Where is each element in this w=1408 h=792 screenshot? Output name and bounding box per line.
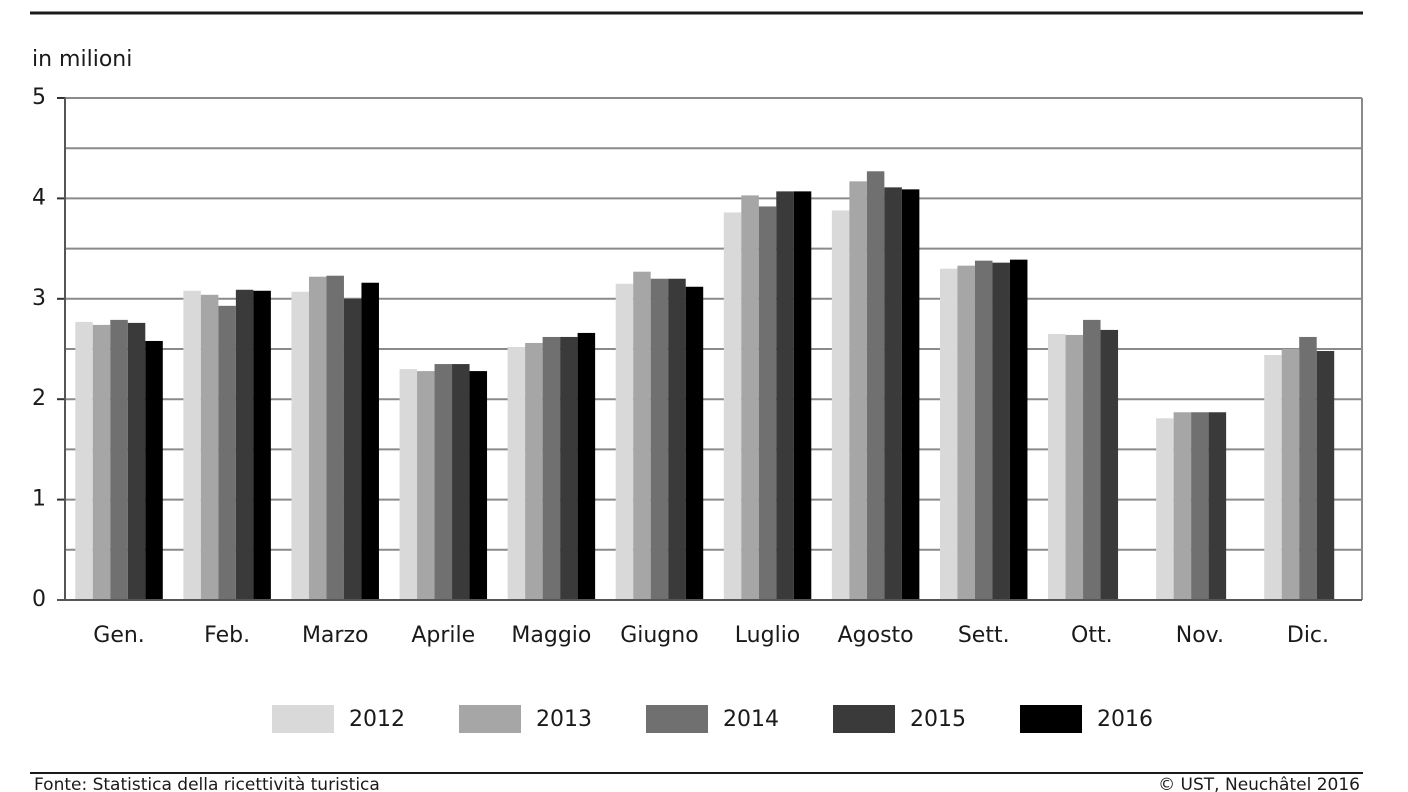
- bar: [417, 371, 435, 600]
- bar: [1208, 412, 1227, 600]
- bar: [974, 260, 993, 600]
- bar: [939, 268, 958, 600]
- bar: [525, 342, 543, 600]
- x-tick-label: Marzo: [302, 623, 369, 648]
- bar: [1281, 349, 1300, 600]
- x-tick-label: Ott.: [1071, 623, 1113, 648]
- x-tick-label: Dic.: [1287, 623, 1329, 648]
- legend-label: 2013: [536, 707, 592, 732]
- legend-swatch: [833, 705, 895, 733]
- bar: [507, 346, 526, 600]
- x-tick-label: Luglio: [735, 623, 800, 648]
- bar: [1083, 319, 1101, 600]
- bar: [866, 171, 885, 601]
- bar: [200, 294, 219, 600]
- y-tick-label: 1: [32, 487, 46, 512]
- x-tick-label: Nov.: [1176, 623, 1224, 648]
- bar: [326, 275, 344, 600]
- bar: [650, 278, 669, 600]
- bar: [92, 324, 111, 600]
- bar: [110, 319, 128, 600]
- bar: [1009, 259, 1028, 600]
- bar: [685, 286, 704, 600]
- bar: [235, 289, 254, 600]
- copyright: © UST, Neuchâtel 2016: [1158, 775, 1360, 792]
- bar: [560, 336, 578, 600]
- bar: [793, 191, 812, 600]
- bar: [452, 364, 470, 600]
- bar: [75, 321, 93, 600]
- x-tick-label: Maggio: [511, 623, 591, 648]
- bar: [1156, 418, 1174, 600]
- bar: [992, 262, 1010, 600]
- legend-label: 2016: [1097, 707, 1153, 732]
- bar: [884, 187, 902, 600]
- bar: [615, 283, 634, 600]
- y-tick-label: 2: [32, 386, 46, 411]
- bar: [308, 276, 327, 600]
- bar: [1048, 333, 1066, 600]
- y-tick-label: 5: [32, 85, 46, 110]
- bar: [831, 210, 850, 600]
- source: Fonte: Statistica della ricettività turi…: [34, 775, 380, 792]
- bar: [291, 291, 309, 600]
- bar: [253, 290, 271, 600]
- bar: [434, 364, 453, 600]
- bar: [633, 271, 651, 600]
- x-tick-label: Giugno: [620, 623, 698, 648]
- bar: [1065, 334, 1084, 600]
- legend-label: 2015: [910, 707, 966, 732]
- bar: [1191, 412, 1209, 600]
- legend-swatch: [272, 705, 334, 733]
- bar: [361, 282, 379, 600]
- legend-label: 2012: [349, 707, 405, 732]
- bar: [343, 298, 362, 600]
- y-axis-label: in milioni: [32, 47, 132, 72]
- bar: [776, 191, 794, 600]
- x-tick-label: Agosto: [838, 623, 914, 648]
- bar: [218, 305, 236, 600]
- bar: [145, 340, 163, 600]
- legend-swatch: [459, 705, 521, 733]
- x-tick-label: Gen.: [93, 623, 145, 648]
- y-tick-label: 3: [32, 286, 46, 311]
- bar: [577, 332, 596, 600]
- bar: [1100, 329, 1119, 600]
- x-tick-label: Sett.: [958, 623, 1010, 648]
- bar: [741, 195, 759, 600]
- y-tick-label: 0: [32, 587, 46, 612]
- bar: [849, 181, 867, 600]
- x-tick-label: Aprile: [411, 623, 475, 648]
- bar: [758, 206, 777, 600]
- bar: [1264, 355, 1282, 600]
- legend-label: 2014: [723, 707, 779, 732]
- bar: [399, 369, 418, 600]
- bar: [668, 278, 686, 600]
- bar: [1299, 336, 1317, 600]
- bar: [183, 290, 201, 600]
- bar: [1316, 351, 1335, 600]
- x-tick-label: Feb.: [204, 623, 250, 648]
- legend-swatch: [1020, 705, 1082, 733]
- y-tick-label: 4: [32, 185, 46, 210]
- bar: [542, 336, 561, 600]
- legend-swatch: [646, 705, 708, 733]
- bar: [901, 189, 920, 600]
- bar: [1173, 412, 1192, 600]
- bar: [127, 322, 146, 600]
- bar: [469, 371, 488, 600]
- bar: [723, 212, 742, 600]
- bar: [957, 265, 975, 600]
